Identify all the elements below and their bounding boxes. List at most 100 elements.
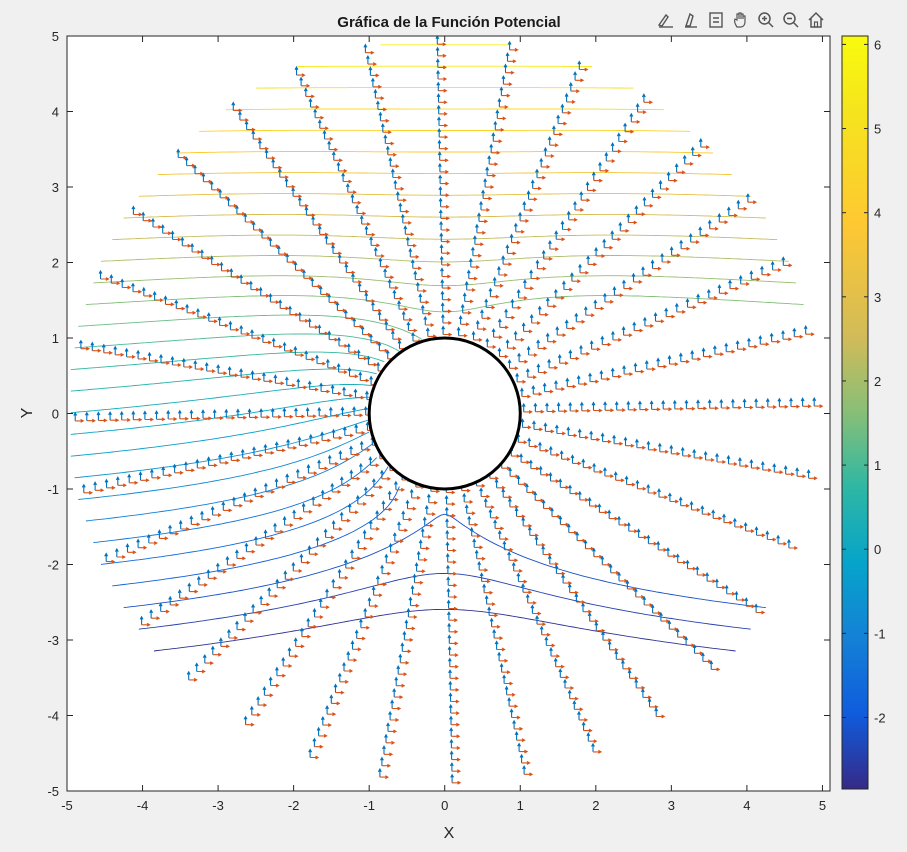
quiver-arrow-vertical	[139, 615, 144, 625]
quiver-arrow-vertical	[210, 505, 215, 516]
quiver-arrow-vertical	[564, 92, 569, 102]
quiver-arrow-horizontal	[628, 220, 638, 225]
quiver-arrow-vertical	[398, 202, 403, 212]
quiver-arrow-vertical	[653, 312, 658, 322]
quiver-arrow-vertical	[296, 378, 301, 388]
quiver-arrow-horizontal	[357, 502, 367, 506]
quiver-arrow-horizontal	[489, 476, 500, 481]
brush-icon[interactable]	[655, 9, 677, 31]
quiver-arrow-vertical	[440, 278, 445, 289]
quiver-arrow-vertical	[577, 710, 581, 720]
quiver-arrow-vertical	[603, 466, 607, 477]
quiver-arrow-vertical	[638, 400, 642, 410]
quiver-arrow-horizontal	[241, 375, 251, 380]
quiver-arrow-vertical	[403, 225, 408, 235]
chart-title: Gráfica de la Función Potencial	[337, 14, 560, 31]
quiver-arrow-vertical	[445, 518, 449, 528]
quiver-arrow-vertical	[690, 349, 695, 360]
quiver-arrow-horizontal	[589, 504, 599, 509]
quiver-arrow-vertical	[542, 382, 547, 392]
quiver-arrow-vertical	[644, 359, 649, 370]
quiver-arrow-horizontal	[496, 485, 506, 490]
quiver-arrow-vertical	[450, 773, 455, 783]
quiver-arrow-vertical	[307, 380, 312, 390]
quiver-arrow-vertical	[154, 410, 159, 420]
quiver-arrow-vertical	[291, 187, 296, 197]
quiver-arrow-horizontal	[333, 585, 343, 590]
quiver-arrow-horizontal	[270, 300, 280, 304]
quiver-arrow-horizontal	[221, 268, 231, 273]
quiver-arrow-vertical	[675, 628, 680, 638]
quiver-arrow-vertical	[471, 330, 476, 340]
quiver-arrow-horizontal	[751, 277, 761, 282]
quiver-arrow-vertical	[507, 359, 512, 369]
quiver-arrow-vertical	[601, 631, 605, 641]
quiver-arrow-horizontal	[231, 275, 241, 279]
quiver-arrow-vertical	[125, 543, 130, 553]
quiver-arrow-horizontal	[493, 139, 503, 144]
quiver-arrow-vertical	[608, 563, 613, 573]
y-tick-label: 2	[52, 256, 59, 271]
quiver-arrow-vertical	[435, 58, 440, 68]
quiver-arrow-horizontal	[326, 242, 336, 246]
quiver-arrow-horizontal	[622, 666, 633, 671]
quiver-arrow-vertical	[446, 576, 451, 586]
quiver-arrow-horizontal	[528, 197, 538, 202]
quiver-arrow-horizontal	[448, 606, 458, 611]
quiver-arrow-vertical	[390, 168, 395, 178]
zoom-in-icon[interactable]	[755, 9, 777, 31]
quiver-arrow-vertical	[536, 339, 541, 349]
quiver-arrow-horizontal	[566, 326, 576, 331]
quiver-arrow-vertical	[508, 467, 512, 477]
quiver-arrow-vertical	[460, 303, 465, 313]
quiver-arrow-vertical	[363, 43, 368, 53]
zoom-out-icon[interactable]	[780, 9, 802, 31]
quiver-arrow-horizontal	[414, 580, 424, 585]
quiver-arrow-vertical	[444, 494, 449, 505]
quiver-arrow-vertical	[612, 286, 617, 296]
quiver-arrow-vertical	[445, 529, 450, 539]
quiver-arrow-vertical	[627, 669, 632, 679]
quiver-arrow-vertical	[497, 97, 502, 107]
quiver-arrow-horizontal	[133, 417, 143, 422]
quiver-arrow-vertical	[349, 469, 354, 479]
quiver-arrow-vertical	[685, 298, 690, 308]
quiver-arrow-horizontal	[176, 306, 186, 311]
quiver-arrow-vertical	[626, 213, 631, 223]
quiver-arrow-horizontal	[469, 522, 479, 527]
quiver-arrow-vertical	[514, 507, 519, 517]
quiver-arrow-horizontal	[668, 178, 678, 183]
quiver-arrow-horizontal	[245, 619, 255, 624]
colorbar-tick-label: 5	[874, 122, 881, 137]
quiver-arrow-horizontal	[476, 556, 486, 561]
quiver-arrow-vertical	[464, 280, 469, 290]
home-icon[interactable]	[805, 9, 827, 31]
quiver-arrow-vertical	[177, 589, 182, 599]
quiver-arrow-horizontal	[296, 414, 306, 419]
quiver-arrow-horizontal	[648, 447, 658, 452]
quiver-arrow-horizontal	[649, 705, 659, 709]
quiver-arrow-vertical	[466, 269, 471, 279]
quiver-arrow-horizontal	[659, 495, 669, 500]
quiver-arrow-horizontal	[529, 533, 539, 538]
quiver-arrow-horizontal	[496, 647, 506, 652]
quiver-arrow-vertical	[292, 509, 296, 519]
x-tick-label: -5	[61, 798, 73, 813]
quiver-arrow-vertical	[600, 432, 605, 442]
restore-view-icon[interactable]	[705, 9, 727, 31]
quiver-arrow-horizontal	[223, 508, 233, 513]
data-tips-icon[interactable]	[680, 9, 702, 31]
quiver-arrow-vertical	[317, 119, 322, 129]
quiver-arrow-horizontal	[602, 342, 612, 347]
quiver-arrow-horizontal	[233, 108, 243, 113]
quiver-arrow-vertical	[437, 151, 442, 161]
quiver-arrow-vertical	[707, 399, 712, 409]
quiver-arrow-horizontal	[379, 775, 390, 780]
quiver-arrow-vertical	[388, 157, 393, 167]
quiver-arrow-vertical	[800, 397, 805, 407]
pan-hand-icon[interactable]	[730, 9, 752, 31]
quiver-arrow-vertical	[426, 493, 431, 503]
quiver-arrow-vertical	[380, 756, 384, 766]
quiver-arrow-vertical	[537, 305, 542, 315]
quiver-arrow-vertical	[239, 368, 243, 378]
